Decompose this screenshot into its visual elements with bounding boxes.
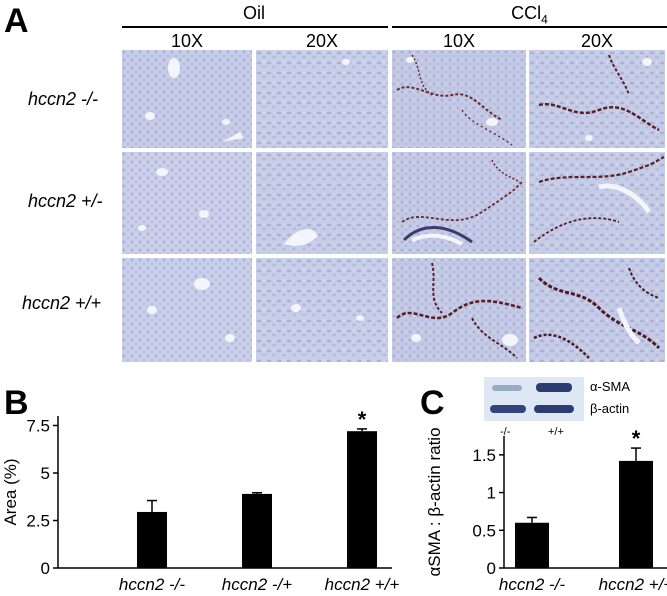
chart-b-ytick-label: 0 [41, 559, 50, 578]
micrograph-ccl4-10x-wt [392, 258, 526, 362]
chart-c-ylabel: αSMA : β-actin ratio [425, 427, 444, 576]
blot-label-asma: α-SMA [590, 379, 631, 394]
chart-c-bar [619, 460, 653, 568]
blot-band-asma-ko [492, 385, 522, 391]
chart-c-ytick-label: 0 [487, 559, 496, 578]
micrograph-oil-20x-het [256, 152, 388, 254]
panel-c-letter: C [420, 384, 445, 422]
chart-b-category-label: hccn2 +/+ [325, 575, 400, 594]
chart-c-bar [515, 522, 549, 568]
mag-ccl4-20x: 20X [580, 31, 614, 51]
chart-b-significance-marker: * [358, 407, 367, 432]
ccl4-subscript: 4 [541, 12, 548, 27]
chart-c-ytick-label: 1.5 [472, 446, 496, 465]
ccl4-header-rule [392, 26, 667, 28]
micrograph-ccl4-10x-het [392, 152, 526, 254]
chart-c: 0 0.5 1 1.5 αSMA : β-actin ratio hccn2 -/- * hc… [425, 426, 667, 594]
chart-b: 0 2.5 5 7.5 Area (%) hccn2 -/- hccn2 -/+ * hccn2… [1, 407, 399, 594]
chart-b-category-label: hccn2 -/+ [222, 575, 292, 594]
micrograph-ccl4-20x-ko [529, 50, 665, 148]
chart-c-ytick-label: 0.5 [472, 521, 496, 540]
chart-b-ytick-label: 2.5 [26, 512, 50, 531]
chart-b-plot: 0 2.5 5 7.5 Area (%) hccn2 -/- hccn2 -/+ * hccn2… [1, 407, 399, 594]
row-label-knockout: hccn2 -/- [28, 89, 99, 109]
chart-b-bar [347, 431, 377, 568]
micrograph-ccl4-20x-het [529, 152, 665, 254]
chart-b-ytick-label: 5 [41, 464, 50, 483]
micrograph-oil-20x-ko [256, 50, 388, 148]
micrograph-oil-10x-wt [122, 258, 252, 362]
mag-ccl4-10x: 10X [442, 31, 476, 51]
chart-b-category-label: hccn2 -/- [119, 575, 185, 594]
chart-c-ytick-label: 1 [487, 484, 496, 503]
micrograph-oil-20x-wt [256, 258, 388, 362]
blot-label-actin: β-actin [590, 401, 630, 416]
micrograph-oil-10x-het [122, 152, 252, 254]
chart-c-significance-marker: * [632, 426, 641, 451]
chart-b-bar [137, 511, 167, 568]
row-label-heterozygous: hccn2 +/- [28, 191, 103, 211]
blot-band-actin-ko [490, 405, 526, 413]
micrograph-ccl4-10x-ko [392, 50, 526, 148]
oil-header: Oil [243, 3, 265, 23]
blot-lane-wt: +/+ [548, 426, 564, 438]
oil-header-rule [122, 26, 388, 28]
chart-b-ytick-label: 7.5 [26, 417, 50, 436]
blot-band-asma-wt [536, 383, 572, 392]
chart-c-category-label: hccn2 +/+ [599, 575, 667, 594]
western-blot [484, 377, 584, 421]
ccl4-header: CCl4 [392, 4, 667, 26]
mag-oil-10x: 10X [170, 31, 204, 51]
blot-lane-ko: -/- [500, 426, 511, 438]
micrograph-ccl4-20x-wt [529, 258, 665, 362]
panel-b-letter: B [4, 384, 29, 422]
chart-c-category-label: hccn2 -/- [499, 575, 565, 594]
chart-b-ylabel: Area (%) [1, 458, 20, 525]
chart-c-plot: 0 0.5 1 1.5 αSMA : β-actin ratio hccn2 -/- * hc… [425, 426, 667, 594]
chart-b-bar [242, 493, 272, 568]
micrograph-oil-10x-ko [122, 50, 252, 148]
panel-a-letter: A [4, 2, 29, 40]
ccl4-header-text: CCl [511, 3, 542, 23]
mag-oil-20x: 20X [305, 31, 339, 51]
row-label-wildtype: hccn2 +/+ [22, 293, 102, 313]
blot-band-actin-wt [534, 405, 574, 413]
